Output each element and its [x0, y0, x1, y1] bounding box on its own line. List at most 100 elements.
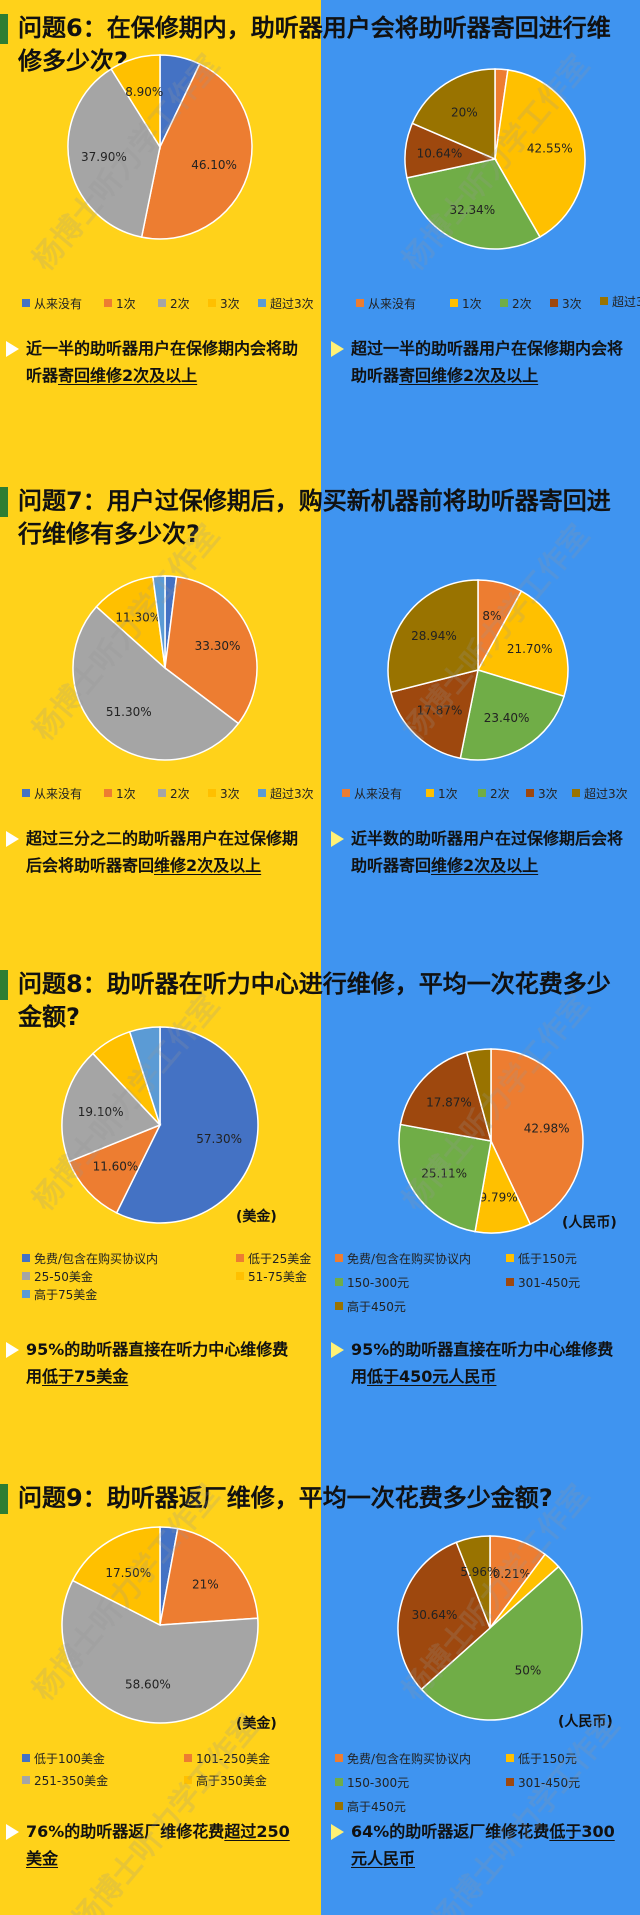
left-conclusion: 超过三分之二的助听器用户在过保修期后会将助听器寄回维修2次及以上	[6, 825, 311, 879]
legend-swatch	[506, 1278, 514, 1286]
left-pie-chart-q9: 21% 58.60% 17.50%	[61, 1526, 259, 1724]
pie-slice	[61, 1052, 162, 1163]
legend-swatch	[22, 299, 30, 307]
right-pie-chart-q6: 42.55% 32.34% 10.64% 20%	[404, 68, 586, 250]
legend-item: 150-300元	[335, 1774, 409, 1791]
conclusion-text: 超过一半的助听器用户在保修期内会将助听器	[351, 339, 624, 385]
legend-swatch	[258, 299, 266, 307]
legend-item: 3次	[208, 295, 240, 312]
slice-label: 46.10%	[191, 158, 237, 172]
legend-label: 1次	[116, 297, 136, 311]
legend-item: 25-50美金	[22, 1268, 93, 1285]
pie-slice	[406, 158, 541, 250]
right-conclusion: 近半数的助听器用户在过保修期后会将助听器寄回维修2次及以上	[331, 825, 636, 879]
legend-item: 1次	[104, 295, 136, 312]
title-marker	[0, 1484, 8, 1514]
legend-item: 超过3次	[258, 295, 314, 312]
legend-label: 2次	[512, 297, 532, 311]
pie-slice	[399, 1051, 493, 1142]
legend-label: 3次	[220, 787, 240, 801]
legend-label: 1次	[116, 787, 136, 801]
legend-label: 1次	[462, 297, 482, 311]
legend-swatch	[506, 1778, 514, 1786]
legend-swatch	[104, 789, 112, 797]
legend-swatch	[22, 789, 30, 797]
legend-label: 高于75美金	[34, 1288, 98, 1302]
title-marker	[0, 487, 8, 517]
conclusion-highlight: 维修2次及以上	[431, 856, 539, 875]
slice-label: 30.64%	[412, 1608, 458, 1622]
conclusion-text: 近一半的助听器用户在保修期内会将助听器	[26, 339, 299, 385]
right-unit-label: (人民币)	[558, 1714, 613, 1730]
legend-label: 25-50美金	[34, 1270, 93, 1284]
slice-label: 42.98%	[524, 1122, 570, 1136]
pie-slice	[387, 579, 479, 694]
question-title-q9: 问题9：助听器返厂维修，平均一次花费多少金额?	[0, 1482, 636, 1515]
legend-item: 免费/包含在购买协议内	[22, 1250, 158, 1267]
legend-label: 高于450元	[347, 1800, 406, 1814]
legend-swatch	[335, 1278, 343, 1286]
title-marker	[0, 14, 8, 44]
legend-item: 超过3次	[258, 785, 314, 802]
left-pie-chart-q8: 57.30% 11.60% 19.10%	[61, 1026, 259, 1224]
right-legend-q7: 从来没有 1次 2次 3次 超过3次	[0, 785, 640, 855]
conclusion-highlight: 低于300元人民币	[351, 1822, 615, 1868]
right-unit-label: (人民币)	[562, 1215, 617, 1231]
question-title-text: 问题7：用户过保修期后，购买新机器前将助听器寄回进行维修有多少次?	[18, 487, 611, 548]
legend-item: 超过3次	[600, 293, 640, 310]
legend-label: 301-450元	[518, 1776, 581, 1790]
left-unit-label: (美金)	[236, 1209, 277, 1225]
legend-item: 1次	[450, 295, 482, 312]
legend-label: 免费/包含在购买协议内	[347, 1252, 472, 1266]
legend-swatch	[184, 1754, 192, 1762]
conclusion-highlight: 维修2次及以上	[154, 856, 262, 875]
pie-slice	[110, 54, 161, 150]
legend-label: 高于450元	[347, 1300, 406, 1314]
conclusion-text: 95%的助听器直接在听力中心维修费用	[351, 1340, 614, 1386]
legend-swatch	[550, 299, 558, 307]
left-pie-chart-q6: 46.10% 37.90% 8.90%	[67, 54, 253, 240]
slice-label: 28.94%	[411, 629, 457, 643]
pie-slice	[140, 63, 253, 240]
conclusion-highlight: 寄回维修2次及以上	[58, 366, 198, 385]
pie-slice	[476, 590, 569, 698]
legend-item: 150-300元	[335, 1274, 409, 1291]
left-legend-q7: 从来没有 1次 2次 3次 超过3次	[0, 785, 640, 855]
legend-label: 超过3次	[584, 787, 628, 801]
legend-swatch	[426, 789, 434, 797]
legend-swatch	[506, 1254, 514, 1262]
pie-slice	[490, 1048, 584, 1226]
slice-label: 10.21%	[485, 1567, 531, 1581]
legend-swatch	[342, 789, 350, 797]
pie-slice	[389, 668, 479, 760]
legend-label: 高于350美金	[196, 1774, 267, 1788]
right-pie-chart-q7: 8% 21.70% 23.40% 17.87% 28.94%	[387, 579, 569, 761]
legend-label: 150-300元	[347, 1776, 410, 1790]
legend-swatch	[356, 299, 364, 307]
legend-label: 301-450元	[518, 1276, 581, 1290]
slice-label: 57.30%	[196, 1132, 242, 1146]
legend-swatch	[335, 1302, 343, 1310]
pie-slice	[398, 1123, 492, 1233]
right-conclusion: 超过一半的助听器用户在保修期内会将助听器寄回维修2次及以上	[331, 335, 626, 389]
pie-slice	[455, 1535, 491, 1629]
legend-swatch	[22, 1290, 30, 1298]
legend-label: 3次	[220, 297, 240, 311]
legend-swatch	[104, 299, 112, 307]
slice-label: 42.55%	[527, 141, 573, 155]
slice-label: 8.90%	[125, 85, 163, 99]
legend-label: 2次	[490, 787, 510, 801]
legend-label: 低于150元	[518, 1252, 577, 1266]
legend-label: 从来没有	[34, 787, 83, 801]
legend-label: 101-250美金	[196, 1752, 271, 1766]
left-conclusion: 76%的助听器返厂维修花费超过250美金	[6, 1818, 301, 1872]
legend-item: 2次	[158, 295, 190, 312]
legend-swatch	[526, 789, 534, 797]
conclusion-highlight: 寄回维修2次及以上	[399, 366, 539, 385]
slice-label: 21%	[192, 1578, 219, 1592]
legend-swatch	[22, 1754, 30, 1762]
arrow-icon	[6, 1342, 19, 1358]
legend-item: 超过3次	[572, 785, 628, 802]
legend-swatch	[22, 1272, 30, 1280]
